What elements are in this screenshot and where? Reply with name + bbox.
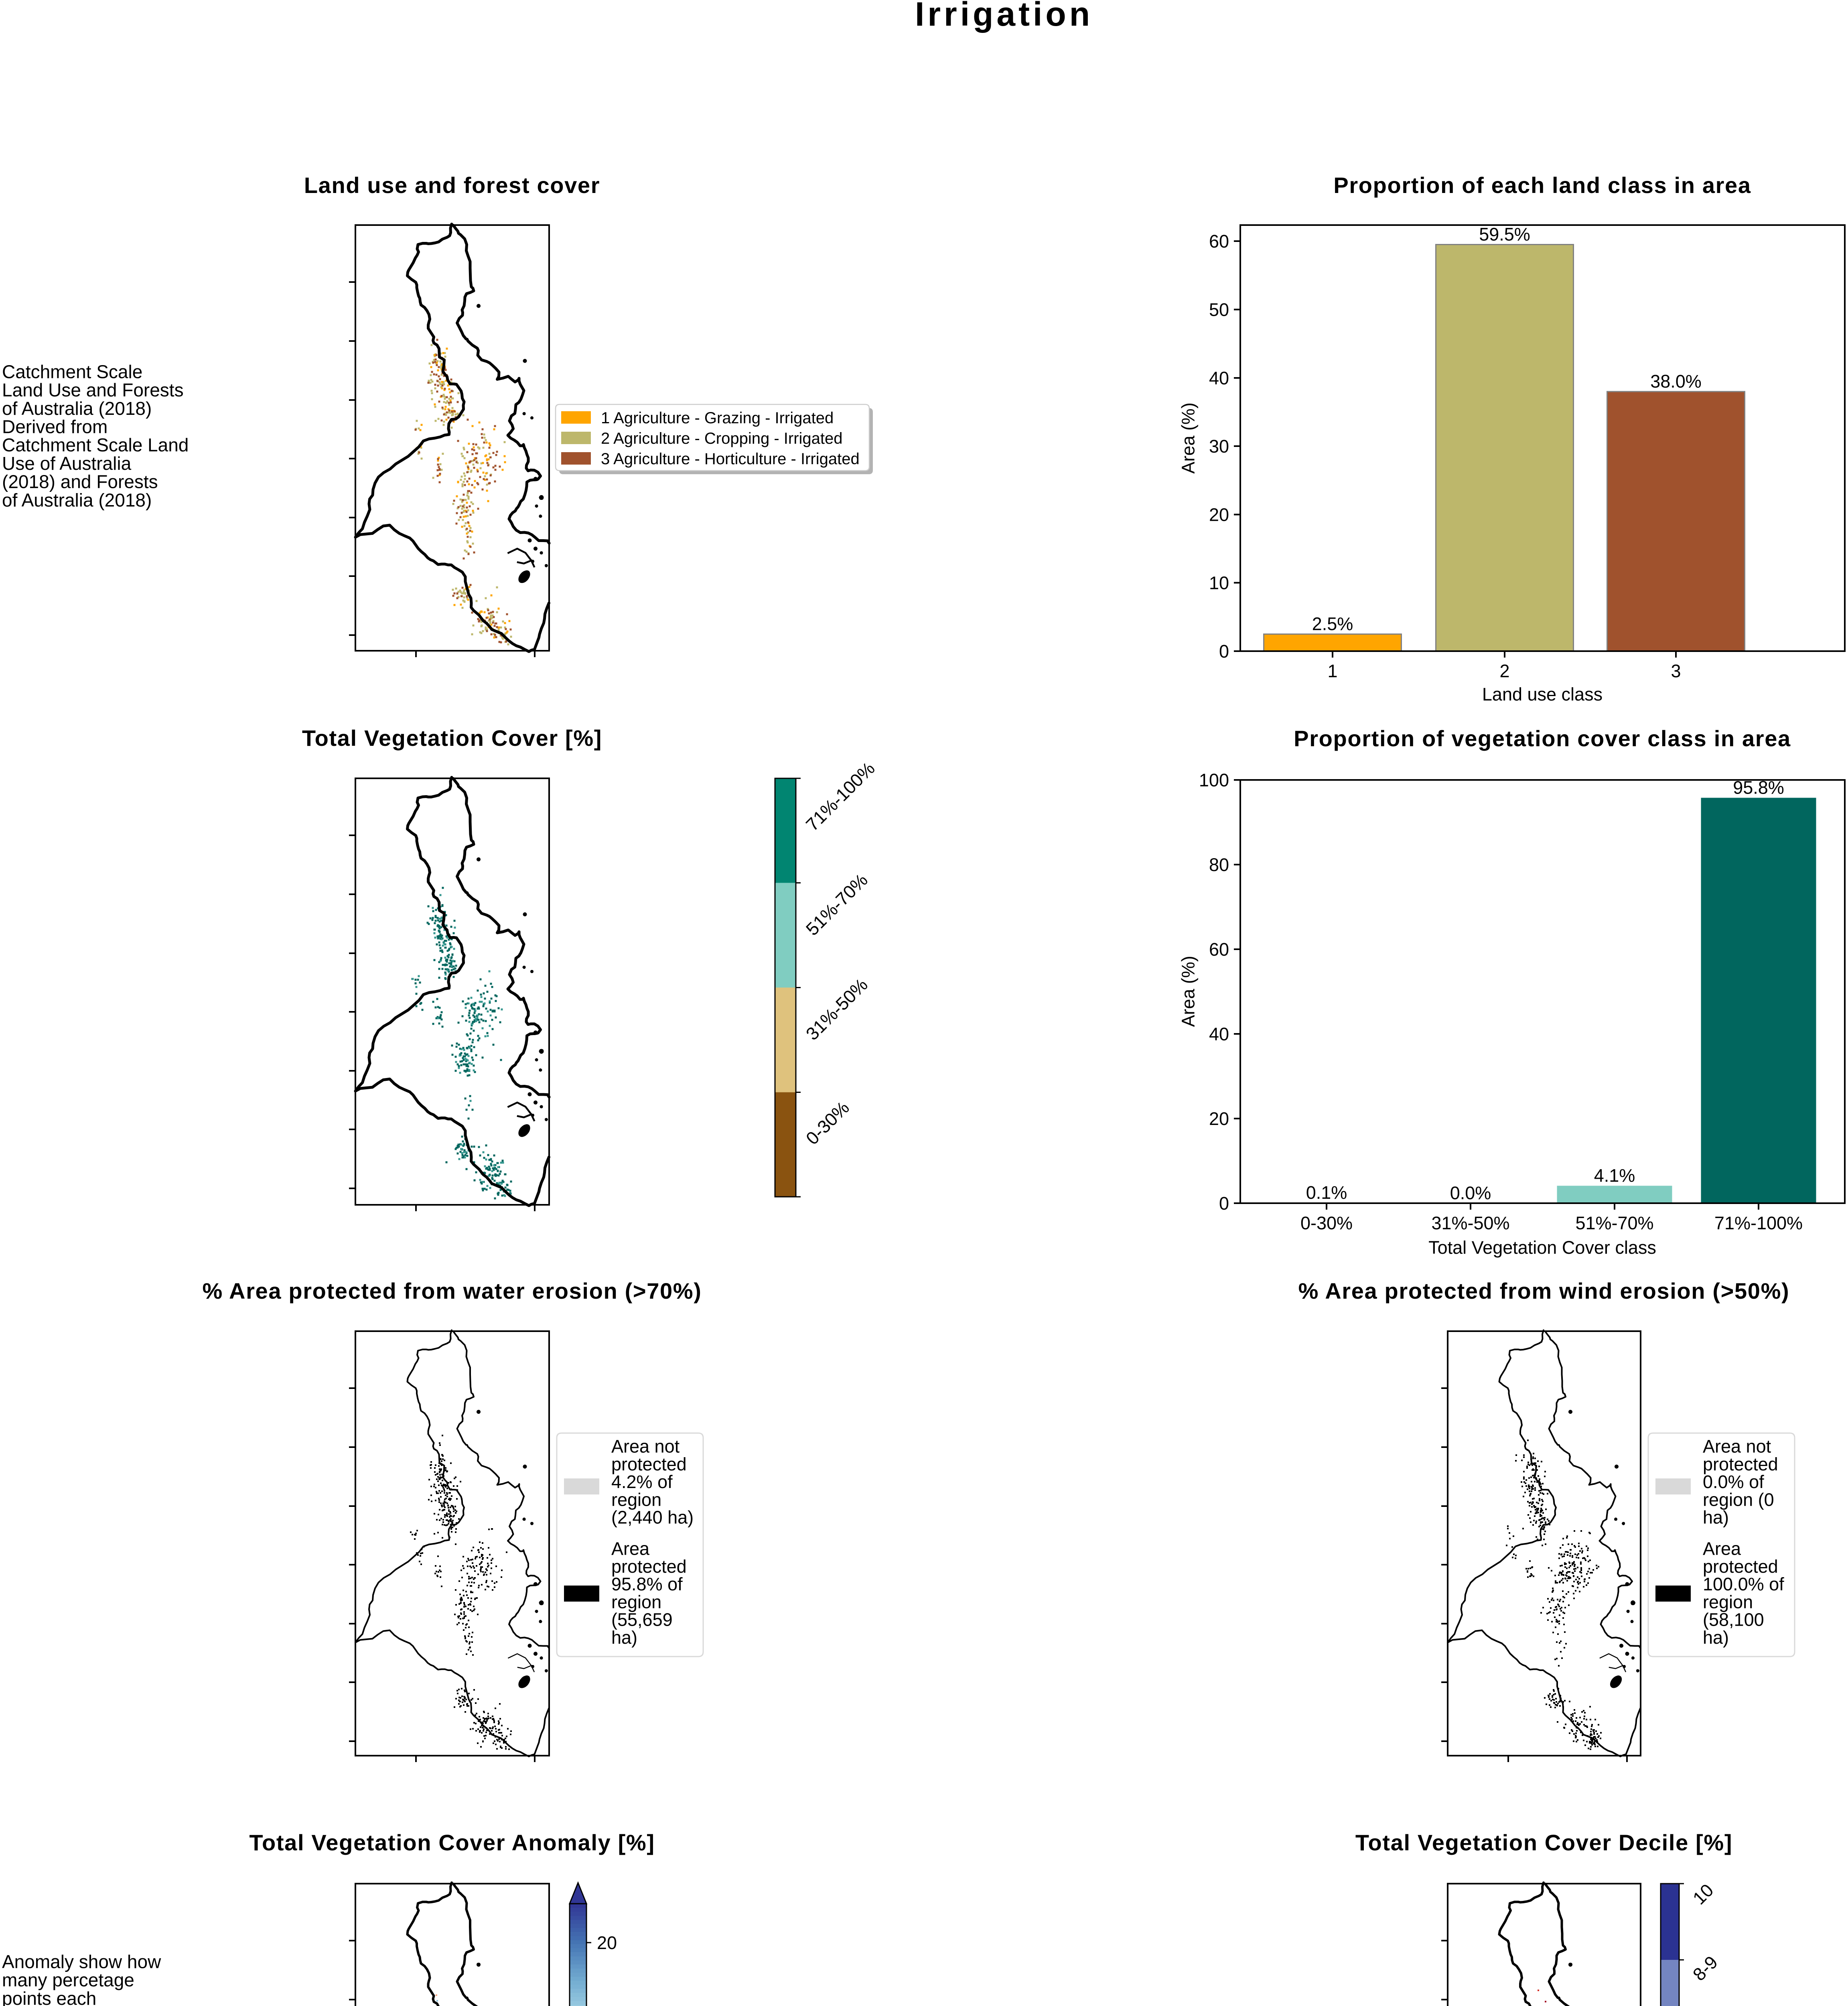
svg-text:0.0% of: 0.0% of bbox=[1703, 1472, 1764, 1492]
svg-text:10: 10 bbox=[1209, 573, 1229, 593]
svg-text:3: 3 bbox=[1671, 661, 1681, 681]
svg-text:60: 60 bbox=[1209, 231, 1229, 252]
svg-text:51%-70%: 51%-70% bbox=[1575, 1213, 1653, 1233]
svg-text:Total Vegetation Cover Anomaly: Total Vegetation Cover Anomaly [%] bbox=[249, 1830, 655, 1855]
svg-text:Derived from: Derived from bbox=[2, 416, 108, 437]
svg-text:1 Agriculture - Grazing - Irri: 1 Agriculture - Grazing - Irrigated bbox=[601, 409, 834, 427]
svg-text:20: 20 bbox=[1209, 1109, 1229, 1129]
svg-text:71%-100%: 71%-100% bbox=[1714, 1213, 1803, 1233]
svg-text:% Area protected from water er: % Area protected from water erosion (>70… bbox=[202, 1278, 702, 1303]
svg-text:2: 2 bbox=[1499, 661, 1509, 681]
svg-text:Area not: Area not bbox=[1703, 1436, 1771, 1456]
svg-text:100.0% of: 100.0% of bbox=[1703, 1574, 1784, 1594]
svg-text:95.8%: 95.8% bbox=[1733, 778, 1784, 798]
svg-text:Land use and forest cover: Land use and forest cover bbox=[304, 173, 600, 198]
svg-text:region: region bbox=[611, 1592, 661, 1612]
svg-text:protected: protected bbox=[611, 1454, 687, 1474]
svg-text:Area (%): Area (%) bbox=[1178, 402, 1198, 474]
svg-text:(55,659: (55,659 bbox=[611, 1609, 673, 1630]
svg-text:protected: protected bbox=[1703, 1556, 1778, 1577]
svg-text:Land use class: Land use class bbox=[1482, 684, 1603, 705]
svg-text:30: 30 bbox=[1209, 436, 1229, 457]
svg-text:40: 40 bbox=[1209, 368, 1229, 388]
svg-text:Proportion of vegetation cover: Proportion of vegetation cover class in … bbox=[1294, 726, 1791, 751]
svg-text:Catchment Scale: Catchment Scale bbox=[2, 361, 142, 382]
svg-text:0: 0 bbox=[1219, 641, 1229, 662]
svg-text:Area: Area bbox=[1703, 1538, 1741, 1559]
svg-text:59.5%: 59.5% bbox=[1479, 224, 1530, 245]
svg-text:Total Vegetation Cover [%]: Total Vegetation Cover [%] bbox=[302, 725, 602, 751]
svg-text:(2018) and Forests: (2018) and Forests bbox=[2, 471, 158, 492]
svg-text:of Australia (2018): of Australia (2018) bbox=[2, 490, 152, 511]
svg-text:Anomaly show how: Anomaly show how bbox=[2, 1951, 161, 1972]
svg-text:Catchment Scale Land: Catchment Scale Land bbox=[2, 434, 189, 455]
svg-text:0: 0 bbox=[1219, 1193, 1229, 1214]
svg-text:of Australia (2018): of Australia (2018) bbox=[2, 398, 152, 419]
svg-text:region: region bbox=[1703, 1592, 1753, 1612]
svg-text:protected: protected bbox=[611, 1556, 687, 1577]
svg-text:100: 100 bbox=[1199, 770, 1229, 790]
svg-text:Deciles show where the: Deciles show where the bbox=[933, 2003, 1128, 2006]
svg-text:% Area protected from wind ero: % Area protected from wind erosion (>50%… bbox=[1298, 1278, 1790, 1303]
svg-text:38.0%: 38.0% bbox=[1650, 371, 1702, 392]
svg-text:31%-50%: 31%-50% bbox=[1431, 1213, 1509, 1233]
svg-text:20: 20 bbox=[1209, 505, 1229, 525]
svg-text:Total Vegetation Cover class: Total Vegetation Cover class bbox=[1428, 1237, 1656, 1258]
svg-text:ha): ha) bbox=[1703, 1507, 1729, 1527]
svg-text:50: 50 bbox=[1209, 300, 1229, 320]
svg-text:1: 1 bbox=[1327, 661, 1337, 681]
svg-text:(2,440 ha): (2,440 ha) bbox=[611, 1507, 694, 1527]
svg-text:40: 40 bbox=[1209, 1024, 1229, 1044]
svg-text:region (0: region (0 bbox=[1703, 1490, 1774, 1510]
svg-text:Proportion of each land class: Proportion of each land class in area bbox=[1333, 173, 1751, 198]
svg-text:region: region bbox=[611, 1490, 661, 1510]
svg-text:4.2% of: 4.2% of bbox=[611, 1472, 673, 1492]
svg-text:2 Agriculture - Cropping - Irr: 2 Agriculture - Cropping - Irrigated bbox=[601, 430, 843, 447]
svg-text:4.1%: 4.1% bbox=[1594, 1165, 1635, 1186]
svg-text:Use of Australia: Use of Australia bbox=[2, 453, 132, 474]
svg-text:0-30%: 0-30% bbox=[1300, 1213, 1353, 1233]
svg-text:protected: protected bbox=[1703, 1454, 1778, 1474]
svg-text:2.5%: 2.5% bbox=[1312, 614, 1353, 634]
svg-text:Area (%): Area (%) bbox=[1178, 956, 1198, 1027]
svg-text:60: 60 bbox=[1209, 939, 1229, 960]
svg-text:Total Vegetation Cover Decile: Total Vegetation Cover Decile [%] bbox=[1355, 1830, 1732, 1855]
svg-text:Area: Area bbox=[611, 1538, 650, 1559]
svg-text:Irrigation: Irrigation bbox=[915, 0, 1093, 33]
svg-text:0.0%: 0.0% bbox=[1450, 1183, 1491, 1203]
svg-text:Area not: Area not bbox=[611, 1436, 680, 1456]
svg-text:20: 20 bbox=[597, 1933, 617, 1953]
svg-text:Land Use and Forests: Land Use and Forests bbox=[2, 380, 184, 400]
svg-text:3 Agriculture - Horticulture -: 3 Agriculture - Horticulture - Irrigated bbox=[601, 450, 860, 468]
svg-text:many percetage: many percetage bbox=[2, 1969, 134, 1990]
svg-text:0.1%: 0.1% bbox=[1306, 1182, 1347, 1203]
svg-text:80: 80 bbox=[1209, 855, 1229, 875]
svg-text:ha): ha) bbox=[1703, 1627, 1729, 1648]
svg-text:(58,100: (58,100 bbox=[1703, 1609, 1764, 1630]
svg-text:ha): ha) bbox=[611, 1627, 637, 1648]
svg-text:95.8% of: 95.8% of bbox=[611, 1574, 683, 1594]
svg-text:points each: points each bbox=[2, 1988, 96, 2006]
